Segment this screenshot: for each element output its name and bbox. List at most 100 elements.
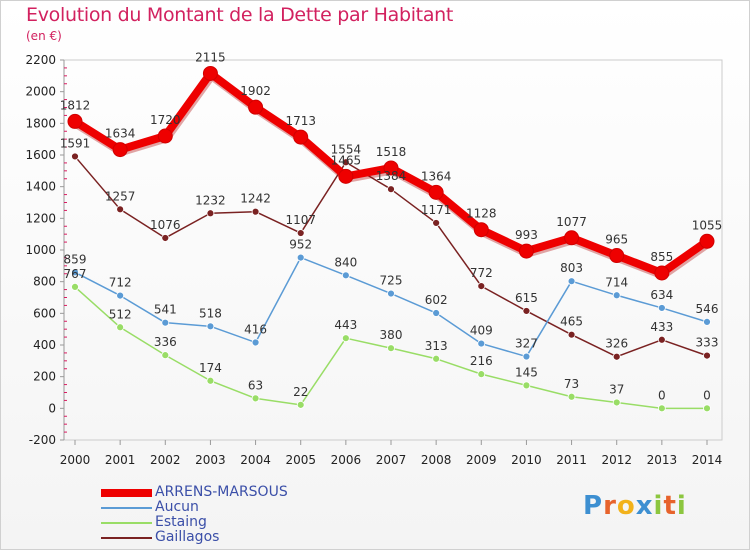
data-point (296, 253, 305, 262)
data-point (251, 207, 260, 216)
data-label: 409 (470, 324, 493, 338)
data-point (518, 243, 534, 259)
x-tick-label: 2003 (195, 453, 226, 467)
data-point (387, 185, 395, 194)
proxiti-logo: Proxiti (583, 491, 687, 521)
legend-item-gaillagos: Gaillagos (101, 530, 288, 545)
data-point (567, 392, 576, 401)
logo-letter: i (653, 491, 664, 521)
data-point (703, 404, 711, 413)
data-point (296, 400, 305, 409)
data-point (341, 158, 350, 167)
data-label: 433 (650, 320, 673, 334)
data-point (341, 334, 350, 343)
legend-item-arrens-marsous: ARRENS-MARSOUS (101, 485, 288, 500)
data-label: 63 (248, 378, 263, 392)
data-point (612, 398, 621, 407)
logo-letter: i (676, 491, 687, 521)
chart-title: Evolution du Montant de la Dette par Hab… (26, 4, 454, 26)
data-label: 1554 (331, 142, 362, 156)
data-label: 546 (696, 302, 719, 316)
data-label: 859 (64, 252, 87, 266)
data-point (522, 352, 531, 361)
logo-letter: P (583, 491, 604, 521)
data-point (251, 338, 260, 347)
data-point (161, 318, 170, 327)
data-label: 416 (244, 322, 267, 336)
data-point (654, 265, 670, 281)
logo-letter: r (603, 491, 617, 521)
y-tick-label: -200 (29, 433, 56, 447)
data-point (522, 307, 531, 315)
data-label: 1076 (150, 218, 181, 232)
data-point (338, 168, 354, 184)
data-point (473, 222, 489, 238)
x-tick-label: 2007 (376, 453, 407, 467)
data-point (612, 291, 621, 300)
data-label: 855 (650, 250, 673, 264)
data-label: 443 (334, 318, 357, 332)
data-label: 2115 (195, 50, 226, 64)
x-tick-label: 2002 (150, 453, 181, 467)
data-label: 993 (515, 228, 538, 242)
legend-item-aucun: Aucun (101, 500, 288, 515)
data-point (564, 230, 580, 246)
chart-subtitle: (en €) (26, 29, 62, 43)
legend-label-aucun: Aucun (155, 499, 199, 515)
data-point (116, 323, 125, 332)
data-label: 1902 (240, 84, 271, 98)
legend-label-arrens-marsous: ARRENS-MARSOUS (155, 484, 288, 500)
y-tick-label: 800 (33, 275, 56, 289)
data-point (609, 248, 625, 264)
data-point (432, 219, 441, 227)
data-point (383, 160, 399, 176)
data-label: 1384 (376, 169, 407, 183)
x-tick-label: 2009 (466, 453, 497, 467)
data-point (293, 129, 309, 145)
data-label: 1634 (105, 127, 136, 141)
data-point (206, 376, 215, 385)
logo-letter: x (635, 491, 654, 521)
data-label: 0 (658, 388, 666, 402)
logo-letter: o (616, 491, 636, 521)
data-label: 333 (696, 336, 719, 350)
data-point (567, 277, 576, 286)
data-point (432, 354, 441, 363)
data-label: 327 (515, 337, 538, 351)
data-label: 1128 (466, 207, 497, 221)
data-point (703, 317, 711, 326)
x-tick-label: 2014 (692, 453, 723, 467)
data-label: 803 (560, 261, 583, 275)
data-point (387, 344, 395, 353)
data-point (657, 304, 666, 312)
data-label: 1055 (692, 218, 723, 232)
data-label: 22 (293, 385, 308, 399)
data-point (161, 351, 170, 360)
data-label: 840 (334, 255, 357, 269)
data-point (71, 152, 79, 161)
data-label: 712 (109, 276, 132, 290)
chart-legend: ARRENS-MARSOUS Aucun Estaing Gaillagos (101, 485, 288, 545)
data-label: 1465 (331, 153, 362, 167)
data-label: 1518 (376, 145, 407, 159)
data-point (157, 128, 173, 144)
y-tick-label: 1400 (25, 180, 56, 194)
data-label: 1713 (285, 114, 316, 128)
data-label: 965 (605, 233, 628, 247)
data-point (432, 309, 441, 317)
legend-swatch-arrens-marsous (101, 489, 152, 497)
data-point (477, 282, 486, 291)
y-tick-label: 1000 (25, 243, 56, 257)
data-label: 1364 (421, 169, 452, 183)
x-tick-label: 2013 (647, 453, 678, 467)
data-point (699, 233, 715, 249)
data-point (71, 268, 79, 277)
data-point (206, 209, 215, 218)
data-label: 336 (154, 335, 177, 349)
x-tick-label: 2010 (511, 453, 542, 467)
data-label: 1591 (60, 136, 91, 150)
data-point (477, 339, 486, 348)
legend-swatch-estaing (101, 522, 152, 524)
data-label: 714 (605, 275, 628, 289)
